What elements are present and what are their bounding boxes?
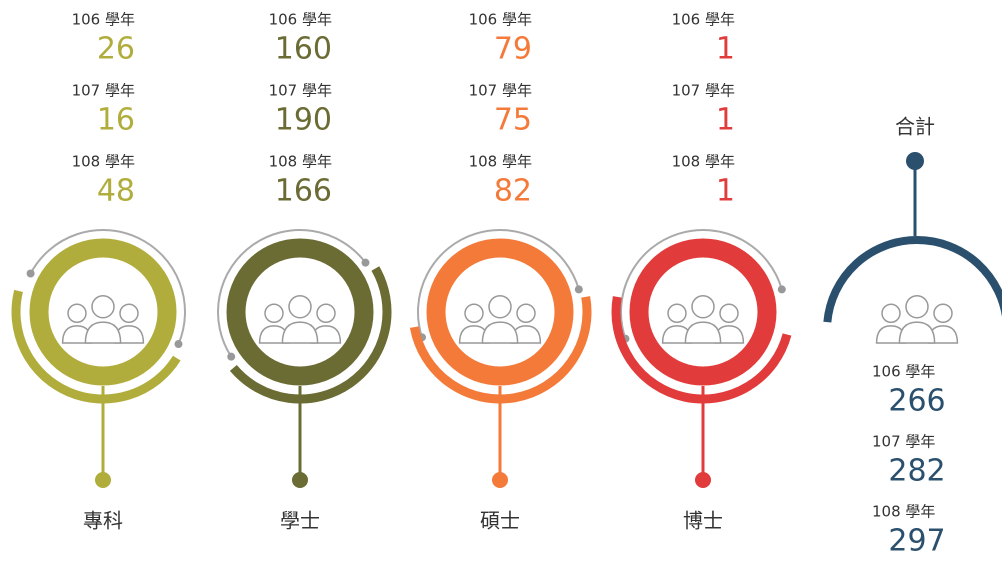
arc-dot	[174, 340, 183, 349]
arc-dot	[777, 285, 786, 294]
value: 190	[275, 103, 332, 138]
person-body	[684, 321, 722, 344]
thick-arc	[229, 266, 392, 404]
person-body	[84, 321, 122, 344]
person-head	[67, 303, 87, 324]
person-head	[905, 294, 929, 319]
arc-dot	[26, 269, 35, 278]
year-label: 108 學年	[872, 503, 935, 521]
thick-arc	[409, 296, 592, 404]
year-label: 107 學年	[469, 82, 532, 100]
year-label: 106 學年	[469, 11, 532, 29]
person-head	[933, 303, 953, 324]
person-body	[281, 321, 319, 344]
ring	[226, 238, 374, 386]
value: 26	[97, 32, 135, 67]
year-label: 106 學年	[72, 11, 135, 29]
person-head	[464, 303, 484, 324]
people-icon	[61, 294, 145, 344]
thick-arc	[611, 296, 792, 404]
value: 79	[494, 32, 532, 67]
value: 48	[97, 174, 135, 209]
year-label: 108 學年	[269, 153, 332, 171]
person-head	[719, 303, 739, 324]
value: 266	[888, 384, 945, 419]
year-label: 108 學年	[672, 153, 735, 171]
arc-dot	[361, 258, 370, 267]
year-label: 107 學年	[72, 82, 135, 100]
year-label: 108 學年	[72, 153, 135, 171]
ring	[426, 238, 574, 386]
value: 1	[716, 32, 735, 67]
arc-dot	[574, 285, 583, 294]
thin-arc	[29, 229, 186, 345]
group-name: 專科	[83, 509, 123, 533]
thick-arc	[11, 289, 181, 404]
person-head	[488, 294, 512, 319]
value: 1	[716, 103, 735, 138]
year-label: 106 學年	[872, 363, 935, 381]
person-head	[91, 294, 115, 319]
people-icon	[661, 294, 745, 344]
ring	[629, 238, 777, 386]
value: 297	[888, 524, 945, 559]
year-label: 107 學年	[672, 82, 735, 100]
value: 82	[494, 174, 532, 209]
stem-dot	[95, 472, 111, 488]
year-label: 106 學年	[672, 11, 735, 29]
person-body	[898, 321, 936, 344]
person-head	[316, 303, 336, 324]
year-label: 107 學年	[872, 433, 935, 451]
value: 160	[275, 32, 332, 67]
thin-arc	[417, 229, 580, 338]
group-name: 學士	[280, 509, 320, 533]
value: 75	[494, 103, 532, 138]
value: 1	[716, 174, 735, 209]
thin-arc	[217, 229, 367, 358]
stem-dot	[695, 472, 711, 488]
people-icon	[875, 294, 959, 344]
year-label: 107 學年	[269, 82, 332, 100]
total-arc	[823, 235, 1002, 323]
value: 16	[97, 103, 135, 138]
person-head	[881, 303, 901, 324]
person-head	[288, 294, 312, 319]
group-name: 碩士	[480, 509, 520, 533]
stem-dot	[292, 472, 308, 488]
year-label: 108 學年	[469, 153, 532, 171]
thin-arc	[620, 229, 783, 340]
person-head	[667, 303, 687, 324]
people-icon	[258, 294, 342, 344]
value: 166	[275, 174, 332, 209]
person-head	[264, 303, 284, 324]
year-label: 106 學年	[269, 11, 332, 29]
arc-dot	[227, 352, 236, 361]
stem-dot	[492, 472, 508, 488]
ring	[29, 238, 177, 386]
value: 282	[888, 454, 945, 489]
person-head	[119, 303, 139, 324]
people-icon	[458, 294, 542, 344]
group-name: 博士	[683, 509, 723, 533]
person-head	[516, 303, 536, 324]
person-head	[691, 294, 715, 319]
total-name: 合計	[895, 115, 935, 139]
person-body	[481, 321, 519, 344]
